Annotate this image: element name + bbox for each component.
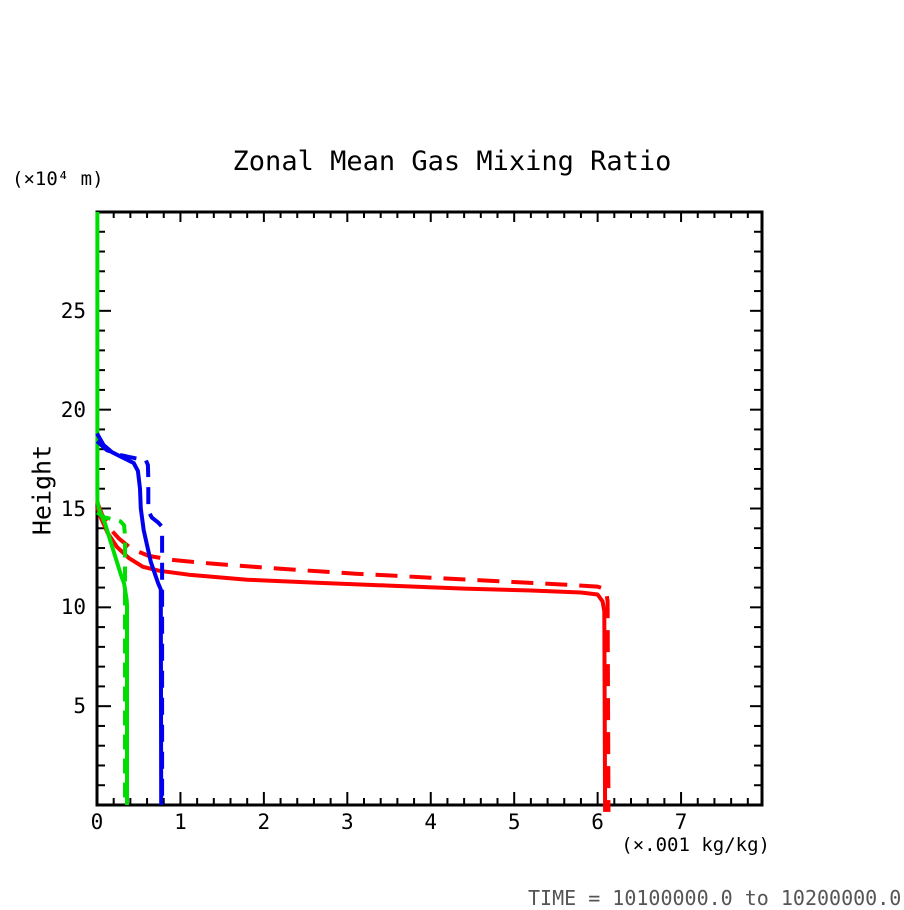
axes-frame	[95, 210, 764, 807]
y-tick-label: 10	[60, 595, 86, 620]
x-tick-label: 6	[591, 810, 604, 834]
time-annotation: TIME = 10100000.0 to 10200000.0	[528, 886, 902, 910]
x-tick-label: 5	[507, 810, 521, 834]
series-gas-green-dashed	[95, 510, 127, 805]
y-tick-label: 5	[73, 694, 86, 719]
x-axis-unit-label: (×.001 kg/kg)	[621, 834, 770, 856]
x-tick-label: 0	[90, 810, 104, 834]
y-tick-label: 25	[60, 298, 86, 323]
series-gas-blue-solid	[95, 432, 164, 806]
x-tick-label: 7	[674, 810, 688, 834]
y-tick-label: 15	[60, 496, 86, 521]
y-axis-label: Height	[27, 444, 57, 536]
x-tick-label: 4	[424, 810, 438, 834]
series-gas-blue-dashed	[95, 439, 165, 805]
x-tick-label: 2	[257, 810, 271, 834]
y-tick-label: 20	[60, 397, 86, 422]
y-axis-unit-label: (×10⁴ m)	[12, 168, 104, 190]
series-gas-red-dashed	[95, 500, 611, 812]
series-gas-red-solid	[95, 505, 608, 812]
chart-title: Zonal Mean Gas Mixing Ratio	[232, 146, 672, 177]
x-tick-label: 1	[174, 810, 187, 834]
x-tick-label: 3	[340, 810, 354, 834]
